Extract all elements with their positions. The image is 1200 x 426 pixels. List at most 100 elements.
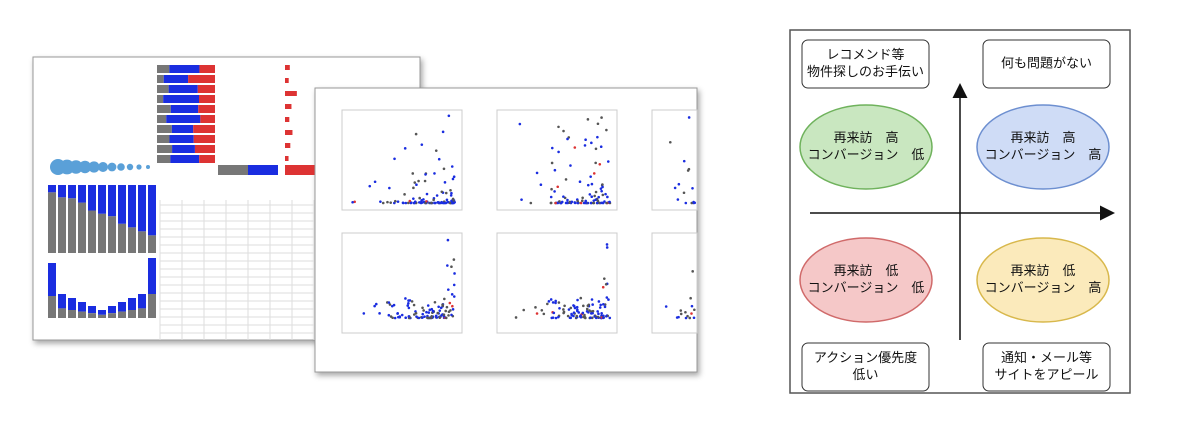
scatter-dot [568,201,571,205]
scatter-dot [687,167,691,171]
scatter-dot [437,305,440,309]
scatter-dot [398,315,402,318]
scatter-dot [553,190,556,193]
label-text: アクション優先度 [814,350,917,366]
bar-part [48,185,56,193]
scatter-dot [446,200,450,204]
scatter-dot [351,200,354,204]
bar-part [88,210,96,253]
scatter-dot [682,191,686,195]
scatter-dot [451,308,455,311]
bubble [107,162,117,172]
bar-part [68,310,76,318]
scatter-dot [452,258,456,261]
scatter-dot [590,141,593,145]
segment-text: コンバージョン 高 [985,280,1102,296]
bar-part [169,135,194,143]
scatter-dot [605,246,609,249]
scatter-dot [673,186,677,190]
bar-part [68,298,76,310]
scatter-dot [554,201,557,205]
segment-text: 再来訪 高 [1010,130,1075,146]
scatter-dot [419,201,423,205]
segment-text: 再来訪 低 [833,263,898,279]
scatter-dot [388,303,392,306]
scatter-dot [690,312,693,315]
scatter-dot [407,306,411,310]
bar-part [138,231,146,253]
scatter-dot [401,201,405,205]
scatter-dot [425,310,428,314]
scatter-dot [391,316,394,320]
scatter-dot [605,296,609,299]
scatter-dot [442,313,446,316]
scatter-dot [584,138,587,142]
bar-part [188,75,215,83]
scatter-dot [596,122,600,126]
scatter-dot [547,300,551,303]
scatter-dot [691,186,694,190]
bar-part [157,65,170,73]
scatter-dot [572,311,576,314]
plot-panel [651,232,698,334]
scatter-dot [440,190,444,194]
bar-part [285,130,293,135]
bar-part [78,311,86,318]
bar-part [58,185,66,198]
scatter-dot [540,309,544,312]
scatter-dot [452,283,456,287]
scatter-dot [518,122,522,126]
scatter-dot [435,194,439,197]
scatter-dot [590,312,593,315]
scatter-dot [428,308,432,312]
spreadsheet-screenshots [32,56,698,373]
scatter-dot [598,306,602,309]
scatter-dot [552,311,556,315]
scatter-dot [451,177,455,181]
scatter-dot [393,316,397,320]
scatter-dot [362,312,366,315]
scatter-dot [389,201,392,204]
scatter-dot [550,146,554,150]
bar-part [138,294,146,309]
scatter-dot [535,171,539,175]
bar-part [171,125,194,133]
scatter-dot [557,301,561,304]
bar-part [148,185,156,236]
scatter-dot [424,173,427,176]
bar-part [58,308,66,318]
bar-part [58,294,66,309]
label-box [801,342,930,392]
scatter-dot [596,310,599,313]
scatter-dot [600,189,603,193]
scatter-dot [677,182,681,186]
scatter-dot [446,264,449,267]
scatter-dot [404,201,408,205]
bar-part [118,223,126,253]
scatter-dot [604,282,608,286]
scatter-dot [420,143,424,146]
scatter-dot [569,306,573,310]
scatter-dot [603,277,606,280]
scatter-dot [606,195,609,199]
bubble [69,160,83,174]
scatter-dot [589,201,593,205]
scatter-dot [590,182,594,186]
scatter-dot [534,306,537,309]
bubble [78,160,92,174]
label-text: レコメンド等 [826,47,904,63]
bar-part [98,213,106,253]
scatter-dot [403,147,407,150]
scatter-dot [444,201,447,205]
scatter-dot [400,313,404,317]
scatter-dot [597,195,601,199]
scatter-dot [607,298,610,301]
scatter-dot [451,304,454,308]
scatter-dot [550,161,554,165]
bar-part [48,263,56,296]
bar-part [138,308,146,318]
scatter-dot [438,201,441,205]
scatter-dot [447,114,451,118]
bar-part [88,185,96,211]
scatter-dot [413,181,417,184]
